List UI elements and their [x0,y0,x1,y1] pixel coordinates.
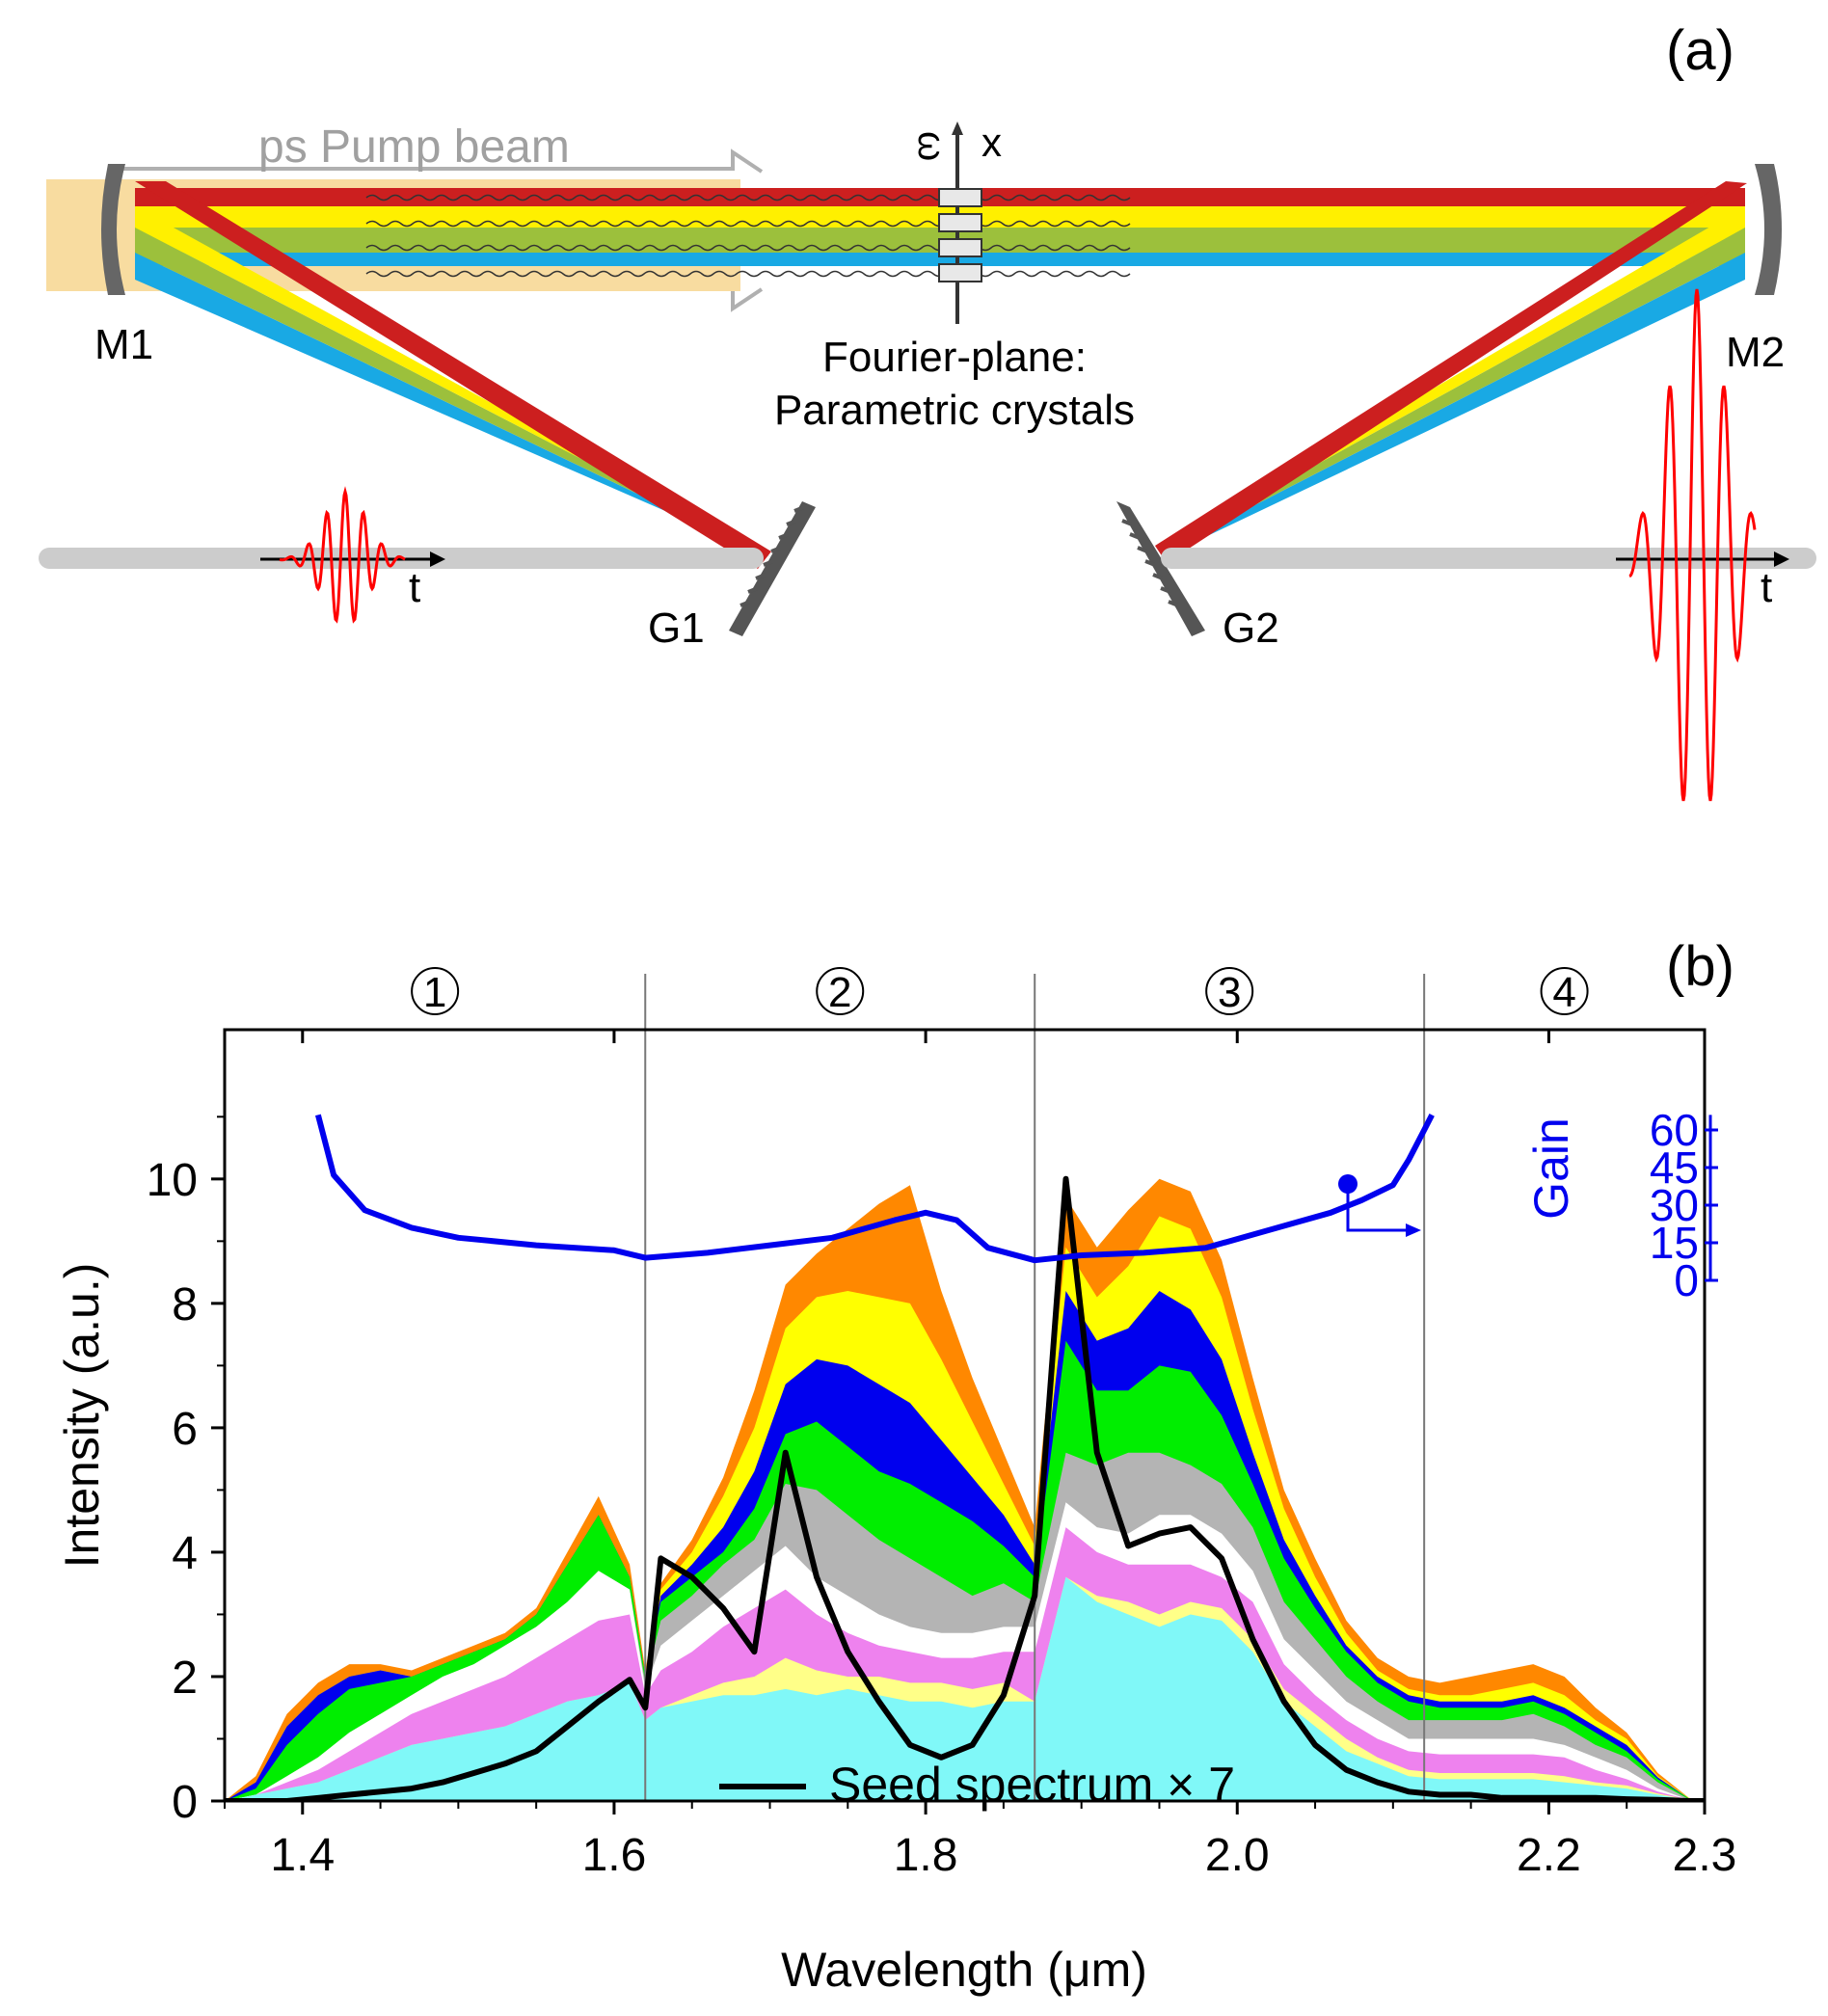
pump-arrow-outline [108,148,764,174]
output-pulse [1628,288,1757,801]
y-tick-label: 4 [172,1528,198,1579]
y-tick-label: 2 [172,1653,198,1704]
input-pulse [279,486,406,624]
y-tick-label: 10 [147,1155,198,1206]
t-in-label: t [409,564,420,611]
area-cyan [225,1576,1705,1801]
fourier-line1: Fourier-plane: [822,334,1087,381]
region-circle [816,967,865,1015]
x-axis-label: Wavelength (μm) [781,1943,1147,1997]
region-circle [411,967,460,1015]
gain-tick-label: 0 [1674,1255,1699,1305]
seed-spectrum-line [225,1175,1705,1801]
y-tick-label: 0 [172,1777,198,1828]
legend-label: Seed spectrum × 7 [829,1758,1235,1812]
gain-axis-pointer [1338,1174,1421,1237]
region-circle [1540,967,1589,1015]
x-tick-label: 1.8 [894,1830,958,1881]
region-dividers [644,974,1426,1801]
gain-tick-label: 15 [1650,1218,1699,1268]
gain-axis-label: Gain [1524,1117,1578,1220]
region-label: 2 [828,969,851,1016]
y-tick-label: 8 [172,1279,198,1331]
y-axis-ticks: 0 2 4 6 8 10 [147,1116,225,1828]
grating-g2 [1116,501,1205,636]
g1-label: G1 [648,605,705,652]
beams-to-g1 [135,181,771,569]
region-circle [1205,967,1254,1015]
output-beam [1161,548,1816,569]
x-tick-label: 1.6 [582,1830,647,1881]
grating-g1 [729,501,816,636]
panel-a: (a) ps Pump beam [39,19,1816,801]
y-axis-label: Intensity (a.u.) [55,1263,109,1569]
x-tick-label: 1.4 [270,1830,335,1881]
pump-label: ps Pump beam [258,121,570,173]
plot-frame [223,1028,1707,1803]
mirror-m1 [101,164,125,295]
y-tick-label: 6 [172,1404,198,1455]
gain-curve [314,1114,1435,1264]
region-label: 3 [1218,969,1241,1016]
region-label: 4 [1552,969,1575,1016]
m1-label: M1 [94,321,153,368]
pump-wave-lines [365,194,1131,278]
region-label: 1 [423,969,446,1016]
beams-to-g2 [1155,181,1747,563]
g2-label: G2 [1223,605,1279,652]
region-labels: 1 2 3 4 [411,967,1589,1016]
x-symbol: x [981,120,1002,165]
mirror-m2 [1755,164,1782,295]
parametric-crystals [938,121,982,324]
x-tick-label: 2.0 [1205,1830,1270,1881]
gain-tick-label: 30 [1650,1180,1699,1230]
fourier-line2: Parametric crystals [774,387,1135,434]
spectra-areas [225,1178,1705,1801]
gain-tick-label: 60 [1650,1105,1699,1155]
x-tick-label: 2.3 [1673,1830,1737,1881]
t-out-label: t [1761,564,1772,611]
x-tick-label: 2.2 [1517,1830,1581,1881]
x-axis-ticks: 1.4 1.6 1.8 2.0 2.2 2.3 [224,1030,1737,1881]
pump-arrow-head [731,287,764,312]
gain-tick-label: 45 [1650,1142,1699,1193]
panel-b-label: (b) [1666,935,1734,998]
m2-label: M2 [1726,329,1785,376]
omega-symbol: ω [910,131,953,161]
panel-a-label: (a) [1666,19,1734,82]
